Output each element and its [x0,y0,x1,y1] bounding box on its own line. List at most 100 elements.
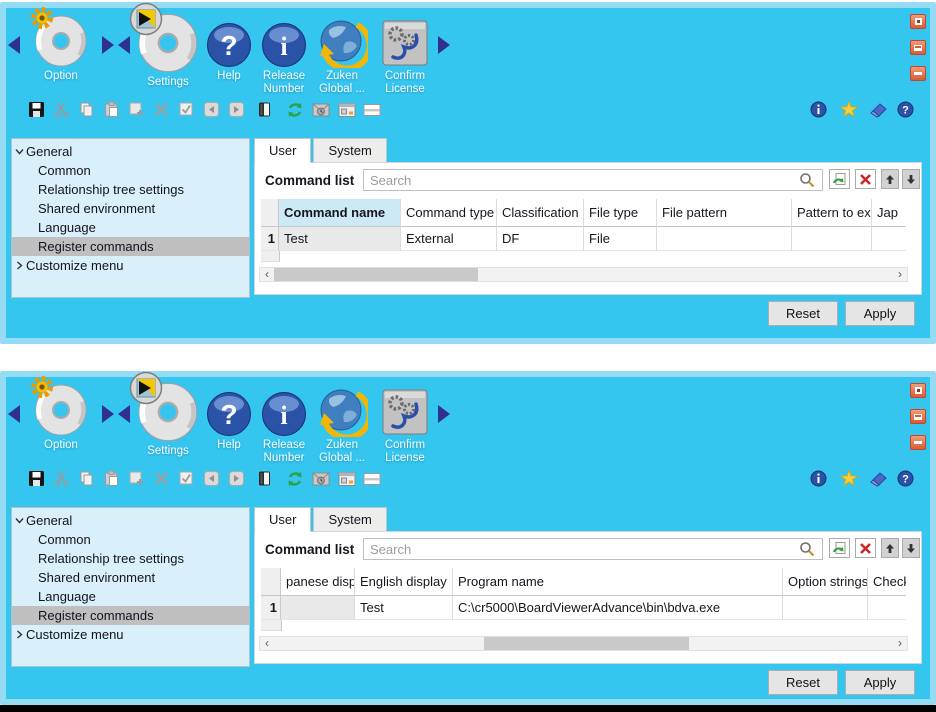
tree-item-register-commands[interactable]: Register commands [12,237,249,256]
move-up-button[interactable] [881,538,899,558]
help-button[interactable]: ? Help [202,10,256,83]
cell-classification[interactable]: DF [497,227,584,251]
tree-item-common[interactable]: Common [38,532,91,547]
col-command-name[interactable]: Command name [279,199,401,227]
col-file-type[interactable]: File type [584,199,657,227]
save-icon[interactable] [28,470,46,488]
highlight-star-icon[interactable] [840,470,858,488]
toolbar-handle-right-icon[interactable] [102,405,114,423]
help-button[interactable]: ? Help [202,379,256,452]
tree-item-shared-environment[interactable]: Shared environment [38,570,156,585]
cut-icon[interactable] [53,101,71,119]
tree-item-register-commands[interactable]: Register commands [12,606,249,625]
cell-command-type[interactable]: External [401,227,497,251]
scroll-right-icon[interactable]: › [898,636,902,650]
cut-icon[interactable] [53,470,71,488]
clear-eraser-icon[interactable] [868,101,887,119]
toolbar-handle-end-icon[interactable] [438,405,450,423]
reset-button[interactable]: Reset [768,301,838,326]
minimize-button[interactable] [910,435,926,450]
import-mail-icon[interactable] [312,101,330,119]
table-row[interactable]: 1 Test External DF File [261,227,906,251]
tree-item-customize-menu[interactable]: Customize menu [12,625,249,644]
horizontal-scrollbar[interactable]: ‹ › [259,636,908,651]
tab-user[interactable]: User [254,507,312,532]
edit-check-icon[interactable] [178,101,196,119]
toolbar2-handle-left-icon[interactable] [118,36,130,54]
add-icon[interactable] [128,101,146,119]
tree-item-language[interactable]: Language [38,589,96,604]
tree-item-relationship-tree-settings[interactable]: Relationship tree settings [38,182,184,197]
col-english-display[interactable]: English display [355,568,453,596]
clear-eraser-icon[interactable] [868,470,887,488]
scroll-thumb[interactable] [274,268,479,281]
minimize-button[interactable] [910,66,926,81]
reset-button[interactable]: Reset [768,670,838,695]
back-icon[interactable] [203,101,221,119]
apply-button[interactable]: Apply [845,301,915,326]
tree-item-shared-environment[interactable]: Shared environment [38,201,156,216]
paste-icon[interactable] [103,101,121,119]
col-pattern-to-exclude[interactable]: Pattern to exclude [792,199,872,227]
cell-japanese-display[interactable] [281,596,355,620]
col-japanese-display[interactable]: Jap [872,199,906,227]
col-classification[interactable]: Classification [497,199,584,227]
maximize-button[interactable] [910,14,926,29]
scroll-left-icon[interactable]: ‹ [265,636,269,650]
cell-program-name[interactable]: C:\cr5000\BoardViewerAdvance\bin\bdva.ex… [453,596,783,620]
add-icon[interactable] [128,470,146,488]
move-down-button[interactable] [902,169,920,189]
delete-entry-button[interactable] [855,538,876,558]
import-mail-icon[interactable] [312,470,330,488]
settings-button[interactable]: Settings [129,371,204,458]
collapse-window-icon[interactable] [363,101,381,119]
delete-entry-button[interactable] [855,169,876,189]
col-check[interactable]: Check [868,568,906,596]
maximize-button[interactable] [910,383,926,398]
confirm-license-button[interactable]: Confirm License [374,379,436,465]
info-icon[interactable] [810,101,828,119]
save-book-icon[interactable] [256,101,274,119]
collapse-window-icon[interactable] [363,470,381,488]
paste-icon[interactable] [103,470,121,488]
cell-command-name[interactable]: Test [279,227,401,251]
cell-english-display[interactable]: Test [355,596,453,620]
col-program-name[interactable]: Program name [453,568,783,596]
move-up-button[interactable] [881,169,899,189]
save-book-icon[interactable] [256,470,274,488]
cell-file-pattern[interactable] [657,227,792,251]
tree-item-language[interactable]: Language [38,220,96,235]
restore-button[interactable] [910,409,926,424]
col-command-type[interactable]: Command type [401,199,497,227]
refresh-icon[interactable] [286,470,304,488]
col-japanese-display[interactable]: panese displ [281,568,355,596]
new-entry-button[interactable] [829,538,850,558]
tab-user[interactable]: User [254,138,312,163]
table-row[interactable]: 1 Test C:\cr5000\BoardViewerAdvance\bin\… [261,596,906,620]
cell-option-strings[interactable] [783,596,868,620]
settings-button[interactable]: Settings [129,2,204,89]
forward-icon[interactable] [228,470,246,488]
edit-check-icon[interactable] [178,470,196,488]
search-input[interactable] [363,538,823,560]
tree-item-common[interactable]: Common [38,163,91,178]
toolbar-handle-end-icon[interactable] [438,36,450,54]
forward-icon[interactable] [228,101,246,119]
option-button[interactable]: Option [28,376,94,452]
back-icon[interactable] [203,470,221,488]
restore-button[interactable] [910,40,926,55]
scroll-track[interactable] [274,637,893,650]
tree-item-general[interactable]: General [12,142,249,161]
cell-japanese-display[interactable] [872,227,906,251]
cell-check[interactable] [868,596,906,620]
new-entry-button[interactable] [829,169,850,189]
tree-item-customize-menu[interactable]: Customize menu [12,256,249,275]
window-preview-icon[interactable] [338,470,356,488]
scroll-left-icon[interactable]: ‹ [265,267,269,281]
help-icon[interactable]: ? [897,470,915,488]
tab-system[interactable]: System [313,138,387,162]
copy-icon[interactable] [78,101,96,119]
zuken-global-button[interactable]: Zuken Global ... [312,10,372,96]
scroll-thumb[interactable] [484,637,689,650]
tree-item-relationship-tree-settings[interactable]: Relationship tree settings [38,551,184,566]
